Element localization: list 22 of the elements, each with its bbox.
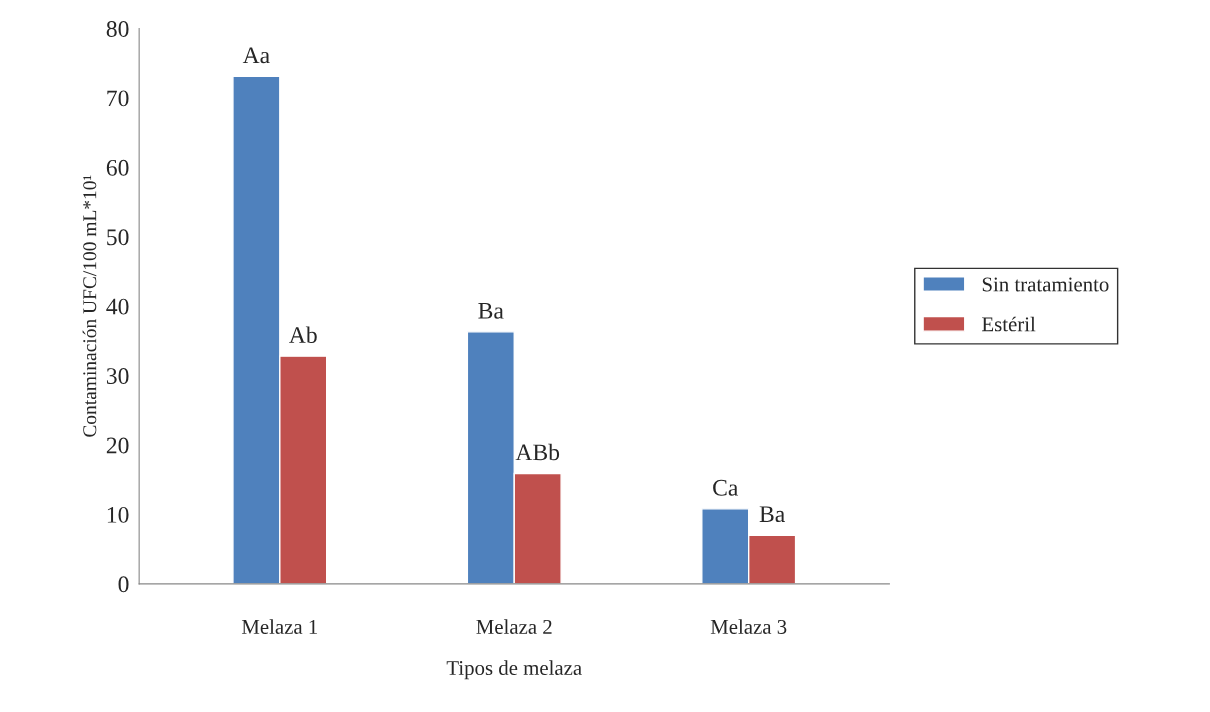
legend-label: Estéril [982,316,1036,332]
y-tick-label: 80 [106,20,129,37]
y-tick-label: 0 [118,576,129,593]
y-tick-label: 40 [106,298,129,315]
y-tick-label: 20 [106,437,129,454]
y-axis-title: Contaminación UFC/100 mL*10¹ [82,175,97,437]
x-tick-label: Melaza 1 [241,619,318,634]
y-tick-label: 10 [107,506,129,523]
annotation: Ba [478,303,504,319]
x-tick-label: Melaza 3 [710,619,787,634]
annotation: Ba [759,506,785,523]
legend-label: Sin tratamiento [982,277,1109,292]
annotation: Ab [289,326,317,344]
y-tick-label: 50 [107,229,129,246]
annotation: Ca [713,479,739,496]
annotation: Aa [242,47,270,64]
x-axis-title: Tipos de melaza [446,660,582,680]
y-tick-label: 60 [106,159,129,176]
y-tick-label: 70 [107,90,129,107]
annotation: ABb [515,443,560,461]
y-tick-label: 30 [106,368,129,384]
x-tick-label: Melaza 2 [476,619,552,634]
